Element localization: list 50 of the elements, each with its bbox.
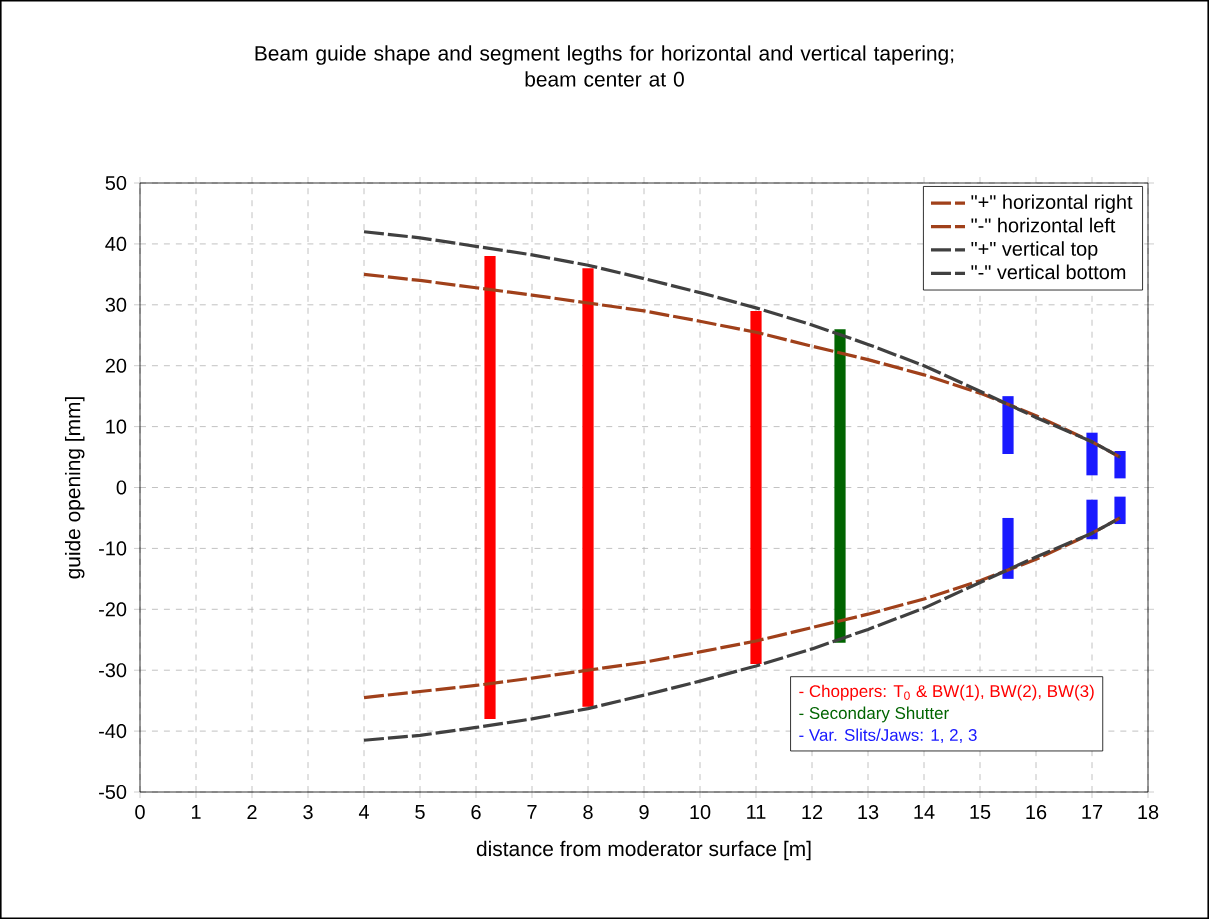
text: - Choppers: T$_{0}$ & BW(1), BW(2), BW(3) [799, 684, 1094, 701]
x-tick-label: 15 [970, 805, 991, 819]
y-tick-label: 0 [116, 480, 127, 495]
x-tick-label: 16 [1026, 805, 1047, 820]
x-tick-label: 4 [358, 805, 369, 819]
x-tick-label: 14 [914, 805, 935, 819]
bar [1086, 499, 1098, 540]
bar [750, 310, 762, 665]
bar [1114, 450, 1126, 479]
x-tick-label: 9 [639, 805, 649, 820]
y-tick-label: -20 [99, 602, 127, 617]
x-tick-label: 1 [191, 805, 201, 819]
x-tick-label: 6 [471, 805, 481, 820]
bar [582, 268, 594, 707]
y-axis-title: guide opening [mm] [64, 397, 85, 579]
legend-label: "+" horizontal right [971, 194, 1133, 213]
chart-title: Beam guide shape and segment legths for horizontal and vertical tapering; beam center at 0 [255, 45, 954, 87]
x-tick-label: 3 [303, 805, 313, 820]
x-tick-label: 2 [247, 805, 257, 819]
text: - Var. Slits/Jaws: 1, 2, 3 [799, 728, 977, 743]
bar [834, 329, 846, 643]
text: - Secondary Shutter [799, 706, 949, 723]
y-tick-label: 40 [105, 236, 127, 251]
y-tick-label: -50 [99, 784, 127, 800]
x-tick-label: 13 [858, 805, 879, 820]
y-tick-label: 30 [105, 297, 127, 312]
bar [1002, 517, 1014, 579]
legend-label: "-" vertical bottom [971, 264, 1126, 280]
y-tick-label: -40 [99, 724, 127, 739]
x-tick-label: 10 [690, 805, 711, 820]
x-tick-label: 8 [583, 805, 593, 820]
x-tick-label: 12 [802, 805, 823, 819]
x-tick-label: 11 [747, 805, 766, 819]
x-tick-label: 0 [135, 805, 145, 820]
bar [1002, 396, 1014, 455]
bar [1114, 496, 1126, 525]
y-tick-label: 10 [106, 419, 127, 434]
x-tick-label: 18 [1138, 805, 1159, 820]
y-tick-label: -10 [99, 541, 127, 556]
bar [484, 256, 496, 719]
x-tick-label: 7 [527, 805, 537, 819]
x-tick-label: 5 [415, 805, 425, 819]
x-tick-label: 17 [1082, 805, 1103, 819]
x-axis-title: distance from moderator surface [m] [476, 840, 811, 861]
legend-label: "+" vertical top [971, 241, 1098, 260]
bar [1086, 432, 1098, 476]
y-tick-label: 50 [105, 175, 127, 191]
legend-label: "-" horizontal left [971, 217, 1116, 233]
y-tick-label: -30 [99, 663, 127, 678]
y-tick-label: 20 [105, 358, 127, 373]
